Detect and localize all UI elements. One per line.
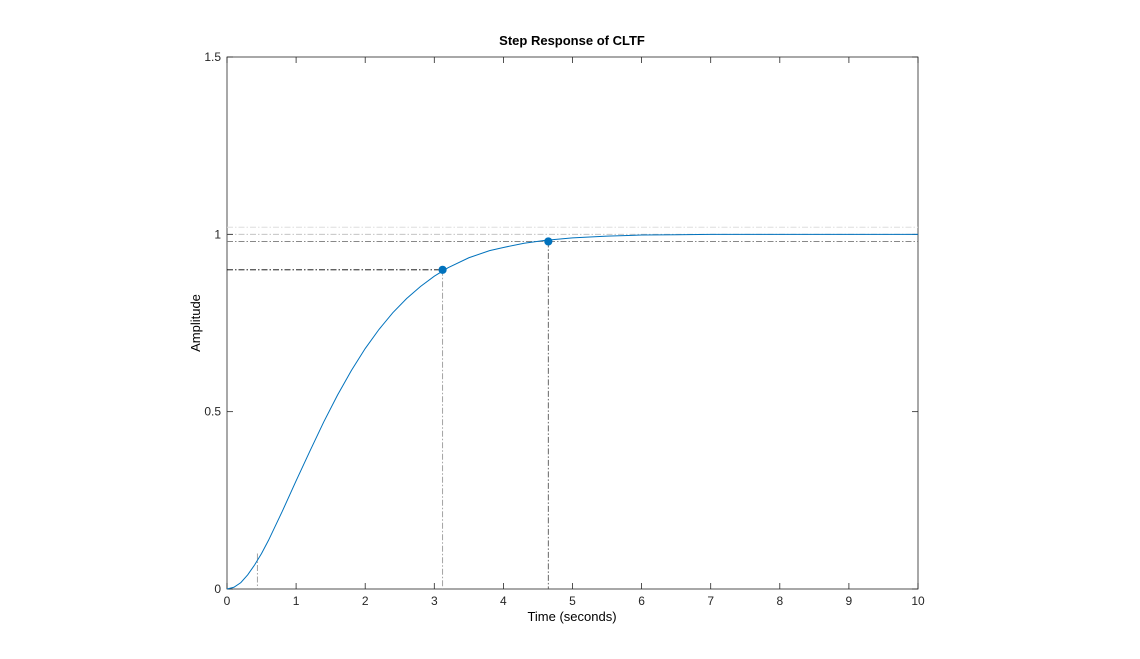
plot-area [226,56,919,590]
x-tick-label: 1 [293,594,300,608]
x-tick-label: 3 [431,594,438,608]
x-tick-label: 5 [569,594,576,608]
x-tick-label: 8 [776,594,783,608]
x-tick-label: 4 [500,594,507,608]
x-tick-label: 9 [846,594,853,608]
x-tick-label: 2 [362,594,369,608]
chart-title: Step Response of CLTF [499,33,645,48]
y-axis-label: Amplitude [188,294,203,352]
x-tick-label: 0 [224,594,231,608]
step-response-line [226,233,918,590]
y-tick-label: 1.5 [204,50,221,64]
x-tick-label: 10 [911,594,925,608]
y-tick-label: 1 [214,227,221,241]
y-tick-label: 0 [214,582,221,596]
y-tick-label: 0.5 [204,405,221,419]
x-axis-label: Time (seconds) [527,609,616,624]
x-tick-label: 7 [707,594,714,608]
rise-time-point [438,265,447,274]
settling-time-point [544,237,553,246]
x-tick-label: 6 [638,594,645,608]
